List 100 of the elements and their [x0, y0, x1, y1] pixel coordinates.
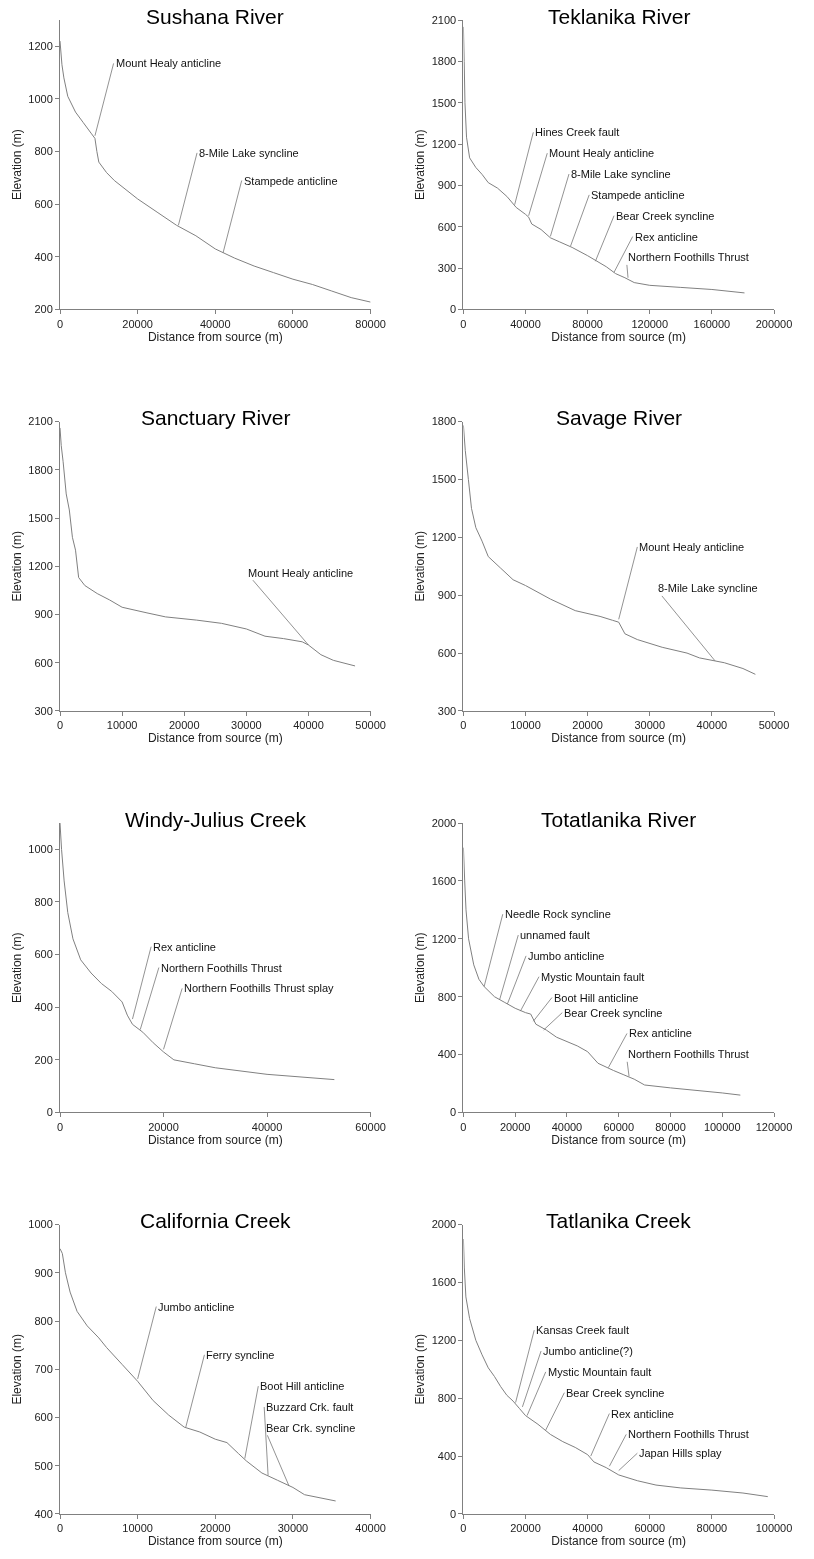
x-tick-label: 0	[460, 1522, 467, 1535]
annotation: Stampede anticline	[591, 189, 685, 201]
y-tick-label: 300	[437, 704, 457, 717]
x-tick-label: 60000	[355, 1120, 386, 1133]
x-tick-label: 80000	[572, 317, 603, 330]
y-tick-label: 800	[437, 1392, 457, 1405]
x-tick-label: 10000	[106, 719, 138, 732]
y-tick-label: 2000	[431, 816, 457, 829]
chart-title: California Creek	[140, 1209, 292, 1232]
x-tick-label: 160000	[693, 317, 731, 330]
y-tick-label: 1200	[431, 531, 457, 544]
y-axis-title: Elevation (m)	[413, 932, 428, 1004]
y-axis-title: Elevation (m)	[413, 1333, 428, 1405]
y-tick-label: 1000	[28, 92, 53, 105]
x-tick-label: 50000	[355, 719, 386, 732]
annotation: Northern Foothills Thrust	[161, 962, 282, 974]
x-tick-label: 0	[56, 317, 64, 330]
y-tick-label: 900	[437, 179, 457, 192]
annotation: Bear Creek syncline	[566, 1387, 665, 1399]
x-axis-title: Distance from source (m)	[551, 1534, 687, 1549]
y-tick-label: 1800	[431, 55, 457, 68]
y-tick-label: 400	[34, 250, 53, 263]
x-tick-label: 40000	[293, 719, 324, 732]
annotation: Rex anticline	[629, 1027, 692, 1039]
x-tick-label: 0	[460, 1120, 467, 1133]
y-tick-label: 600	[34, 1411, 53, 1424]
x-tick-label: 20000	[199, 1522, 231, 1535]
annotation: Stampede anticline	[244, 175, 338, 187]
x-tick-label: 60000	[603, 1120, 635, 1133]
x-tick-label: 50000	[758, 719, 790, 732]
x-tick-label: 40000	[572, 1522, 603, 1535]
chart-title: Totatlanika River	[541, 808, 697, 831]
y-tick-label: 1200	[431, 932, 457, 945]
annotation: Jumbo anticline	[158, 1301, 235, 1313]
y-tick-label: 300	[34, 704, 53, 717]
x-tick-label: 80000	[696, 1522, 728, 1535]
y-tick-label: 800	[34, 895, 53, 908]
x-axis-title: Distance from source (m)	[551, 329, 687, 344]
y-tick-label: 600	[34, 948, 53, 961]
x-tick-label: 20000	[499, 1120, 531, 1133]
chart-title: Windy-Julius Creek	[125, 808, 307, 831]
x-tick-label: 40000	[251, 1120, 283, 1133]
annotation: Japan Hills splay	[639, 1447, 723, 1459]
x-tick-label: 0	[56, 1120, 64, 1133]
x-tick-label: 10000	[122, 1522, 153, 1535]
y-tick-label: 600	[437, 646, 457, 659]
x-axis-title: Distance from source (m)	[147, 329, 283, 344]
x-axis-title: Distance from source (m)	[147, 1132, 283, 1147]
y-tick-label: 800	[34, 145, 53, 158]
y-tick-label: 1500	[431, 96, 457, 109]
y-tick-label: 1200	[431, 1334, 457, 1347]
annotation: 8-Mile Lake syncline	[571, 168, 671, 180]
y-tick-label: 0	[450, 303, 457, 316]
annotation: Northern Foothills Thrust	[628, 251, 749, 263]
y-tick-label: 800	[437, 990, 457, 1003]
y-tick-label: 900	[34, 608, 53, 621]
x-tick-label: 40000	[551, 1120, 583, 1133]
y-axis-title: Elevation (m)	[9, 129, 24, 201]
y-tick-label: 0	[46, 1106, 53, 1119]
y-tick-label: 2100	[28, 415, 53, 428]
x-tick-label: 30000	[231, 719, 262, 732]
y-tick-label: 200	[34, 1053, 53, 1066]
y-tick-label: 1600	[431, 1276, 457, 1289]
annotation: Mount Healy anticline	[248, 567, 354, 579]
x-tick-label: 100000	[703, 1120, 741, 1133]
x-tick-label: 0	[460, 719, 467, 732]
y-tick-label: 1600	[431, 874, 457, 887]
y-tick-label: 1800	[431, 415, 457, 428]
x-tick-label: 40000	[696, 719, 728, 732]
annotation: Buzzard Crk. fault	[266, 1401, 354, 1413]
annotation: Boot Hill anticline	[554, 992, 639, 1004]
annotation: Rex anticline	[153, 941, 216, 953]
annotation: Northern Foothills Thrust splay	[184, 982, 335, 994]
y-tick-label: 600	[34, 198, 53, 211]
annotation: Mount Healy anticline	[116, 57, 222, 69]
annotation: Jumbo anticline(?)	[543, 1345, 633, 1357]
annotation: Kansas Creek fault	[536, 1324, 629, 1336]
annotation: Mystic Mountain fault	[548, 1366, 652, 1378]
chart-title: Savage River	[556, 406, 683, 429]
x-tick-label: 20000	[510, 1522, 541, 1535]
y-tick-label: 400	[437, 1449, 457, 1462]
y-tick-label: 800	[34, 1314, 53, 1327]
y-tick-label: 1500	[28, 511, 53, 524]
annotation: Needle Rock syncline	[505, 908, 611, 920]
x-tick-label: 120000	[631, 317, 669, 330]
y-tick-label: 1200	[431, 137, 457, 150]
annotation: Boot Hill anticline	[260, 1380, 345, 1392]
annotation: Northern Foothills Thrust	[628, 1048, 749, 1060]
y-tick-label: 900	[437, 589, 457, 602]
y-tick-label: 700	[34, 1363, 53, 1376]
annotation: Bear Crk. syncline	[266, 1422, 356, 1434]
chart-title: Sushana River	[146, 5, 284, 28]
y-axis-title: Elevation (m)	[413, 530, 428, 602]
y-tick-label: 0	[450, 1507, 457, 1520]
annotation: 8-Mile Lake syncline	[199, 147, 299, 159]
y-tick-label: 400	[437, 1048, 457, 1061]
y-tick-label: 300	[437, 261, 457, 274]
x-tick-label: 30000	[277, 1522, 309, 1535]
x-axis-title: Distance from source (m)	[147, 731, 283, 746]
chart-title: Tatlanika Creek	[546, 1209, 692, 1232]
